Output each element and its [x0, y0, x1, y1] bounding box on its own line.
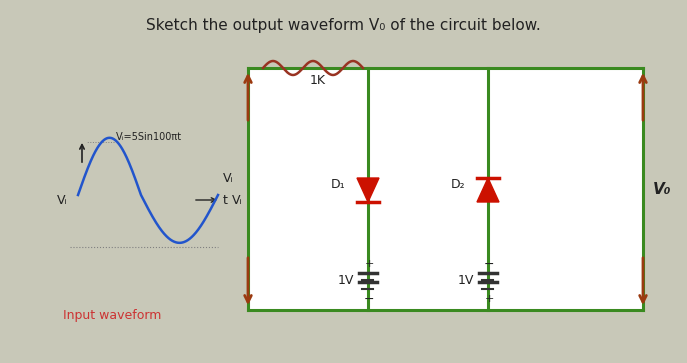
Polygon shape — [357, 178, 379, 202]
Text: Vᵢ: Vᵢ — [56, 193, 67, 207]
Text: Vᵢ=5Sin100πt: Vᵢ=5Sin100πt — [116, 132, 182, 142]
Text: t: t — [223, 193, 228, 207]
Polygon shape — [477, 178, 499, 202]
Text: D₂: D₂ — [451, 179, 465, 192]
Bar — [248, 68, 643, 310]
Text: 1K: 1K — [310, 74, 326, 87]
Text: D₁: D₁ — [330, 179, 346, 192]
Text: −: − — [484, 257, 494, 270]
Text: V₀: V₀ — [653, 182, 671, 196]
Text: Vᵢ: Vᵢ — [223, 172, 234, 185]
Text: −: − — [363, 293, 374, 306]
Text: Sketch the output waveform V₀ of the circuit below.: Sketch the output waveform V₀ of the cir… — [146, 18, 541, 33]
Text: Vᵢ: Vᵢ — [232, 193, 243, 207]
Text: +: + — [484, 294, 494, 304]
Text: 1V: 1V — [458, 274, 474, 287]
Text: 1V: 1V — [338, 274, 354, 287]
Text: +: + — [364, 259, 374, 269]
Text: Input waveform: Input waveform — [63, 309, 161, 322]
